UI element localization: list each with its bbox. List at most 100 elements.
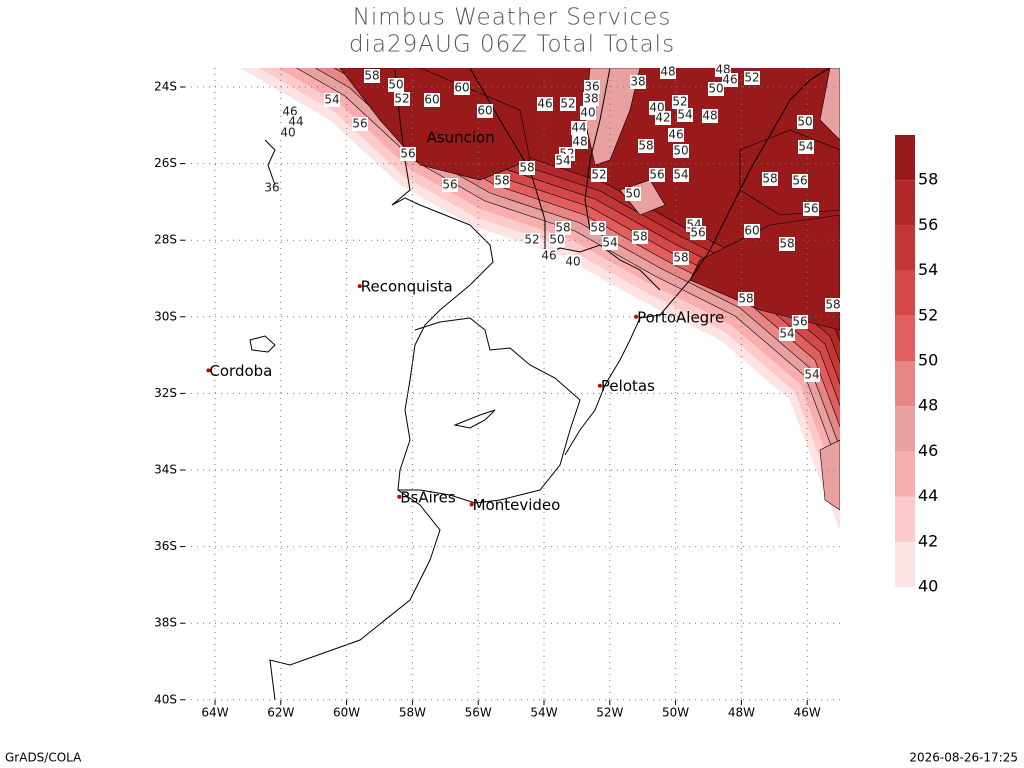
cities: Asuncion Reconquista Cordoba PortoAlegre Pel…: [206, 128, 724, 514]
contour-label: 56: [792, 315, 807, 329]
contour-label-bg: [797, 115, 813, 129]
city-dot: [597, 383, 602, 388]
x-tick-label: 60W: [333, 706, 360, 720]
y-tick-label: 34S: [154, 463, 177, 477]
y-tick-label: 26S: [154, 156, 177, 170]
contour-label-bg: [673, 251, 689, 265]
contour-label: 54: [798, 140, 813, 154]
contour-label-bg: [804, 368, 820, 382]
contour-label: 50: [708, 82, 723, 96]
contour-label-bg: [590, 221, 606, 235]
contour-label-bg: [690, 226, 706, 240]
contour-label-bg: [660, 65, 676, 79]
shade-patch: [819, 439, 840, 511]
city-label: Asuncion: [427, 128, 495, 146]
city-label: Montevideo: [473, 496, 561, 514]
colorbar-band: [895, 270, 915, 316]
colorbar-label: 50: [918, 351, 938, 370]
contour-label-bg: [388, 78, 404, 92]
contour-label-bg: [580, 106, 596, 120]
contour-label: 58: [762, 172, 777, 186]
contour-label: 54: [779, 327, 794, 341]
colorbar-band: [895, 406, 915, 452]
contour-label: 52: [744, 71, 759, 85]
y-tick-label: 24S: [154, 80, 177, 94]
y-tick-label: 32S: [154, 386, 177, 400]
contour-label-bg: [738, 292, 754, 306]
contour-label: 50: [797, 115, 812, 129]
contour-label-bg: [672, 95, 688, 109]
contour-label-bg: [519, 161, 535, 175]
y-tick-label: 40S: [154, 692, 177, 706]
contour-label-bg: [288, 115, 304, 129]
contour-label: 54: [673, 168, 688, 182]
contour-label: 36: [264, 181, 279, 195]
contour-label-bg: [655, 111, 671, 125]
contour-label: 40: [580, 106, 595, 120]
contour-label: 46: [537, 97, 552, 111]
contour-label: 42: [655, 111, 670, 125]
city-dot: [206, 368, 211, 373]
colorbar-label: 40: [918, 577, 938, 596]
contour-label-bg: [400, 147, 416, 161]
x-tick-label: 46W: [794, 706, 821, 720]
contour-label-bg: [584, 80, 600, 94]
shade-patch: [819, 68, 840, 141]
contour-label: 50: [673, 144, 688, 158]
contour-label-bg: [677, 108, 693, 122]
contour-label: 58: [738, 292, 753, 306]
x-tick-label: 50W: [662, 706, 689, 720]
contour-label-bg: [555, 154, 571, 168]
subtitle: dia29AUG 06Z Total Totals: [349, 32, 675, 58]
colorbar-label: 52: [918, 305, 938, 324]
contour-label-bg: [638, 139, 654, 153]
contour-label-bg: [494, 174, 510, 188]
contour-label-bg: [324, 93, 340, 107]
contour-label-bg: [571, 121, 587, 135]
contour-label: 50: [388, 78, 403, 92]
contour-label: 54: [804, 368, 819, 382]
contour-label: 58: [590, 221, 605, 235]
x-tick-label: 54W: [530, 706, 557, 720]
colorbar-band: [895, 451, 915, 497]
contour-label-bg: [394, 92, 410, 106]
contour-label-bg: [702, 109, 718, 123]
contour-label-bg: [537, 97, 553, 111]
contour-label: 46: [722, 73, 737, 87]
contour-label: 50: [549, 233, 564, 247]
title: Nimbus Weather Services: [353, 5, 672, 31]
contour-label: 54: [677, 108, 692, 122]
contour-label-bg: [364, 69, 380, 83]
colorbar-label: 46: [918, 441, 938, 460]
contour-label-bg: [803, 202, 819, 216]
colorbar-label: 44: [918, 486, 938, 505]
contour-label: 58: [494, 174, 509, 188]
contour-label: 56: [442, 178, 457, 192]
contour-label-bg: [524, 233, 540, 247]
colorbar: 40 42 44 46 48 50 52 54 56 58: [895, 135, 938, 596]
contour-label-bg: [560, 97, 576, 111]
contour-label: 48: [702, 109, 717, 123]
contour-label-bg: [722, 73, 738, 87]
colorbar-label: 58: [918, 170, 938, 189]
x-tick-label: 62W: [267, 706, 294, 720]
y-tick-label: 38S: [154, 616, 177, 630]
contour-label-bg: [798, 140, 814, 154]
contour-label-bg: [792, 174, 808, 188]
city-dot: [397, 494, 402, 499]
contour-label-bg: [549, 233, 565, 247]
contour-label: 56: [352, 117, 367, 131]
x-tick-label: 48W: [728, 706, 755, 720]
contour-label-bg: [555, 221, 571, 235]
contour-label-bg: [572, 135, 588, 149]
contour-label: 40: [280, 126, 295, 140]
contour-label-bg: [708, 82, 724, 96]
contour-label: 46: [541, 249, 556, 263]
contour-label: 44: [571, 121, 586, 135]
contour-label: 56: [649, 168, 664, 182]
contour-label-bg: [630, 75, 646, 89]
contour-label-bg: [541, 249, 557, 263]
x-tick-label: 58W: [399, 706, 426, 720]
city-label: Pelotas: [601, 377, 655, 395]
